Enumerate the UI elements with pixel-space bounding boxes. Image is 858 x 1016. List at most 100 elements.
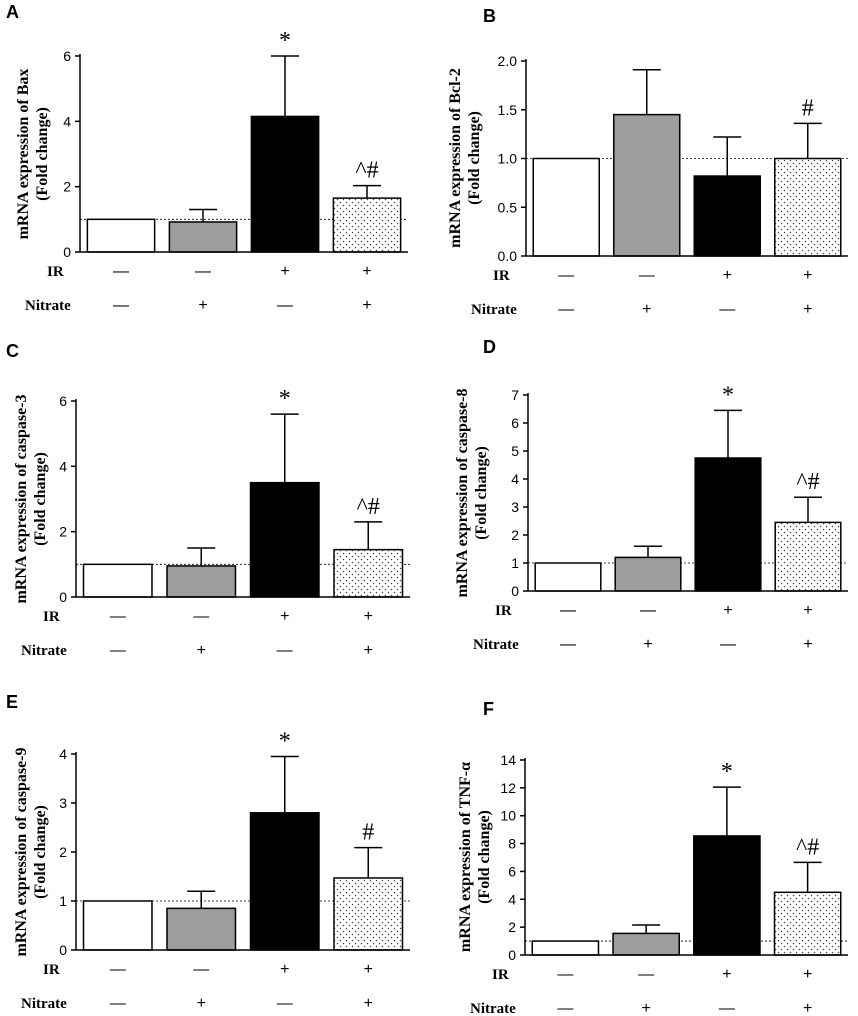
- y-tick-label: 2: [511, 527, 519, 543]
- nitrate-row-label: Nitrate: [21, 643, 67, 659]
- nitrate-sign: +: [198, 297, 207, 314]
- bar-ir-nitrate: [773, 891, 842, 956]
- bar-ir-nitrate: [333, 877, 404, 951]
- ir-sign: —: [558, 267, 574, 284]
- panel-letter: E: [6, 692, 18, 712]
- ir-sign: +: [362, 263, 371, 280]
- y-axis-label-line: (Fold change): [34, 107, 51, 201]
- nitrate-sign: +: [362, 297, 371, 314]
- y-tick-label: 0.5: [498, 199, 518, 215]
- significance-annotation: #: [362, 820, 374, 846]
- y-tick-label: 6: [63, 48, 71, 64]
- y-axis-label-line: mRNA expression of Bcl-2: [447, 68, 464, 248]
- nitrate-sign: —: [277, 642, 293, 659]
- significance-annotation: ^#: [357, 494, 380, 520]
- y-tick-label: 4: [59, 458, 67, 474]
- significance-annotation: *: [279, 28, 291, 54]
- ir-sign: —: [193, 961, 209, 978]
- ir-sign: —: [110, 608, 126, 625]
- ir-row-label: IR: [43, 962, 60, 978]
- ir-sign: —: [557, 966, 573, 983]
- y-tick-label: 1.5: [498, 102, 518, 118]
- ir-row-label: IR: [495, 603, 512, 619]
- nitrate-row-label: Nitrate: [21, 996, 67, 1012]
- nitrate-row-label: Nitrate: [25, 298, 71, 314]
- panel-letter: A: [6, 2, 19, 22]
- y-tick-label: 6: [508, 863, 516, 879]
- ir-sign: —: [560, 602, 576, 619]
- y-axis-label-line: (Fold change): [476, 810, 493, 904]
- ir-sign: —: [640, 602, 656, 619]
- nitrate-sign: —: [113, 297, 129, 314]
- bar-ir: [693, 175, 762, 257]
- bar-nitrate: [612, 932, 680, 956]
- ir-row-label: IR: [47, 264, 64, 280]
- significance-annotation: #: [802, 95, 814, 121]
- nitrate-sign: +: [197, 995, 206, 1012]
- y-tick-label: 2.0: [498, 53, 518, 69]
- y-axis-label: mRNA expression of caspase-8 (Fold change…: [454, 388, 490, 597]
- ir-sign: +: [803, 966, 812, 983]
- y-tick-label: 0: [59, 942, 67, 958]
- significance-annotation: *: [722, 382, 734, 408]
- y-axis-label: mRNA expression of Bax (Fold change): [15, 69, 51, 240]
- bar-ir-nitrate: [333, 548, 404, 598]
- y-axis-label-line: mRNA expression of caspase-9: [13, 747, 30, 956]
- ir-sign: +: [723, 267, 732, 284]
- bar-control: [82, 900, 153, 951]
- y-axis-label: mRNA expression of Bcl-2 (Fold change): [447, 68, 483, 248]
- y-axis-label-line: (Fold change): [466, 111, 483, 205]
- y-tick-label: 0: [63, 244, 71, 260]
- ir-row-label: IR: [43, 609, 60, 625]
- bar-ir: [249, 481, 320, 598]
- panel-letter: B: [483, 6, 496, 26]
- bar-control: [531, 940, 600, 956]
- y-tick-label: 1: [59, 893, 67, 909]
- y-tick-label: 1: [511, 555, 519, 571]
- y-tick-label: 5: [511, 443, 519, 459]
- y-tick-label: 2: [63, 179, 71, 195]
- nitrate-sign: —: [277, 995, 293, 1012]
- bar-ir: [693, 835, 761, 956]
- y-axis-label-line: (Fold change): [32, 805, 49, 899]
- y-axis-label: mRNA expression of caspase-3 (Fold change…: [13, 394, 49, 603]
- significance-annotation: ^#: [796, 834, 819, 860]
- bar-nitrate: [614, 556, 682, 592]
- bar-nitrate: [166, 565, 237, 598]
- ir-sign: —: [639, 267, 655, 284]
- nitrate-row-label: Nitrate: [471, 302, 517, 318]
- nitrate-sign: +: [803, 636, 812, 653]
- y-tick-label: 3: [511, 499, 519, 515]
- nitrate-sign: —: [558, 301, 574, 318]
- y-tick-label: 7: [511, 387, 519, 403]
- y-axis-label-line: (Fold change): [32, 452, 49, 546]
- y-tick-label: 10: [500, 808, 516, 824]
- ir-sign: +: [803, 267, 812, 284]
- y-tick-label: 0.0: [498, 248, 518, 264]
- y-axis-label: mRNA expression of TNF-α (Fold change): [457, 762, 493, 952]
- y-tick-label: 2: [59, 844, 67, 860]
- nitrate-row-label: Nitrate: [470, 1001, 516, 1016]
- nitrate-sign: +: [197, 642, 206, 659]
- nitrate-sign: —: [720, 636, 736, 653]
- significance-annotation: *: [721, 759, 733, 785]
- bar-control: [534, 562, 602, 592]
- y-tick-label: 3: [59, 795, 67, 811]
- ir-sign: +: [280, 263, 289, 280]
- bar-control: [82, 563, 153, 598]
- y-tick-label: 4: [59, 746, 67, 762]
- y-axis-label-line: mRNA expression of caspase-8: [454, 388, 471, 597]
- y-tick-label: 0: [508, 947, 516, 963]
- bar-ir: [694, 457, 762, 592]
- ir-sign: —: [195, 263, 211, 280]
- nitrate-sign: —: [557, 1000, 573, 1016]
- bar-ir: [249, 812, 320, 951]
- significance-annotation: *: [279, 386, 291, 412]
- bar-ir: [250, 115, 320, 253]
- bar-control: [532, 157, 601, 257]
- nitrate-sign: +: [364, 642, 373, 659]
- y-tick-label: 0: [59, 589, 67, 605]
